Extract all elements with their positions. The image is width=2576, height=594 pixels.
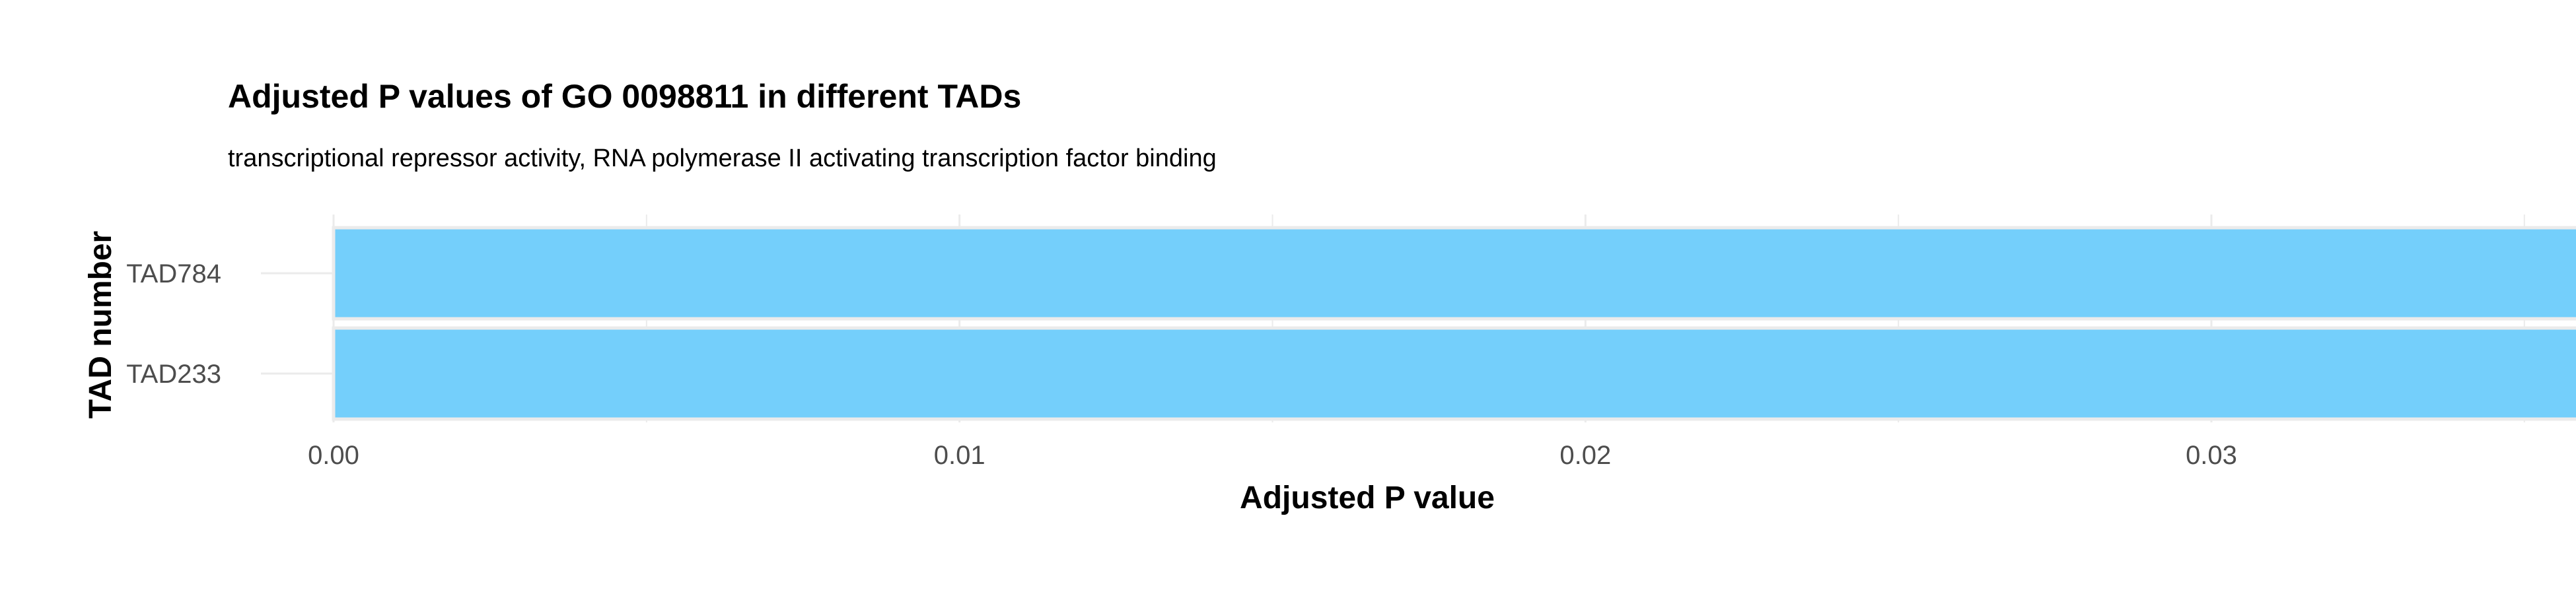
x-tick-label: 0.01	[934, 441, 985, 470]
chart-subtitle: transcriptional repressor activity, RNA …	[228, 145, 1217, 172]
x-tick-labels: 0.00 0.01 0.02 0.03	[308, 441, 2237, 470]
bars	[332, 226, 2576, 421]
x-tick-label: 0.02	[1559, 441, 1611, 470]
chart-title: Adjusted P values of GO 0098811 in diffe…	[228, 78, 1021, 115]
x-axis-title: Adjusted P value	[1240, 480, 1495, 515]
y-tick-label: TAD233	[126, 360, 221, 389]
x-tick-label: 0.03	[2186, 441, 2237, 470]
bar-tad233	[332, 326, 2576, 421]
y-tick-labels: TAD784 TAD233	[126, 259, 221, 389]
y-tick-label: TAD784	[126, 259, 221, 288]
bar-tad784	[332, 226, 2576, 321]
x-tick-label: 0.00	[308, 441, 359, 470]
y-axis-title: TAD number	[83, 231, 118, 418]
